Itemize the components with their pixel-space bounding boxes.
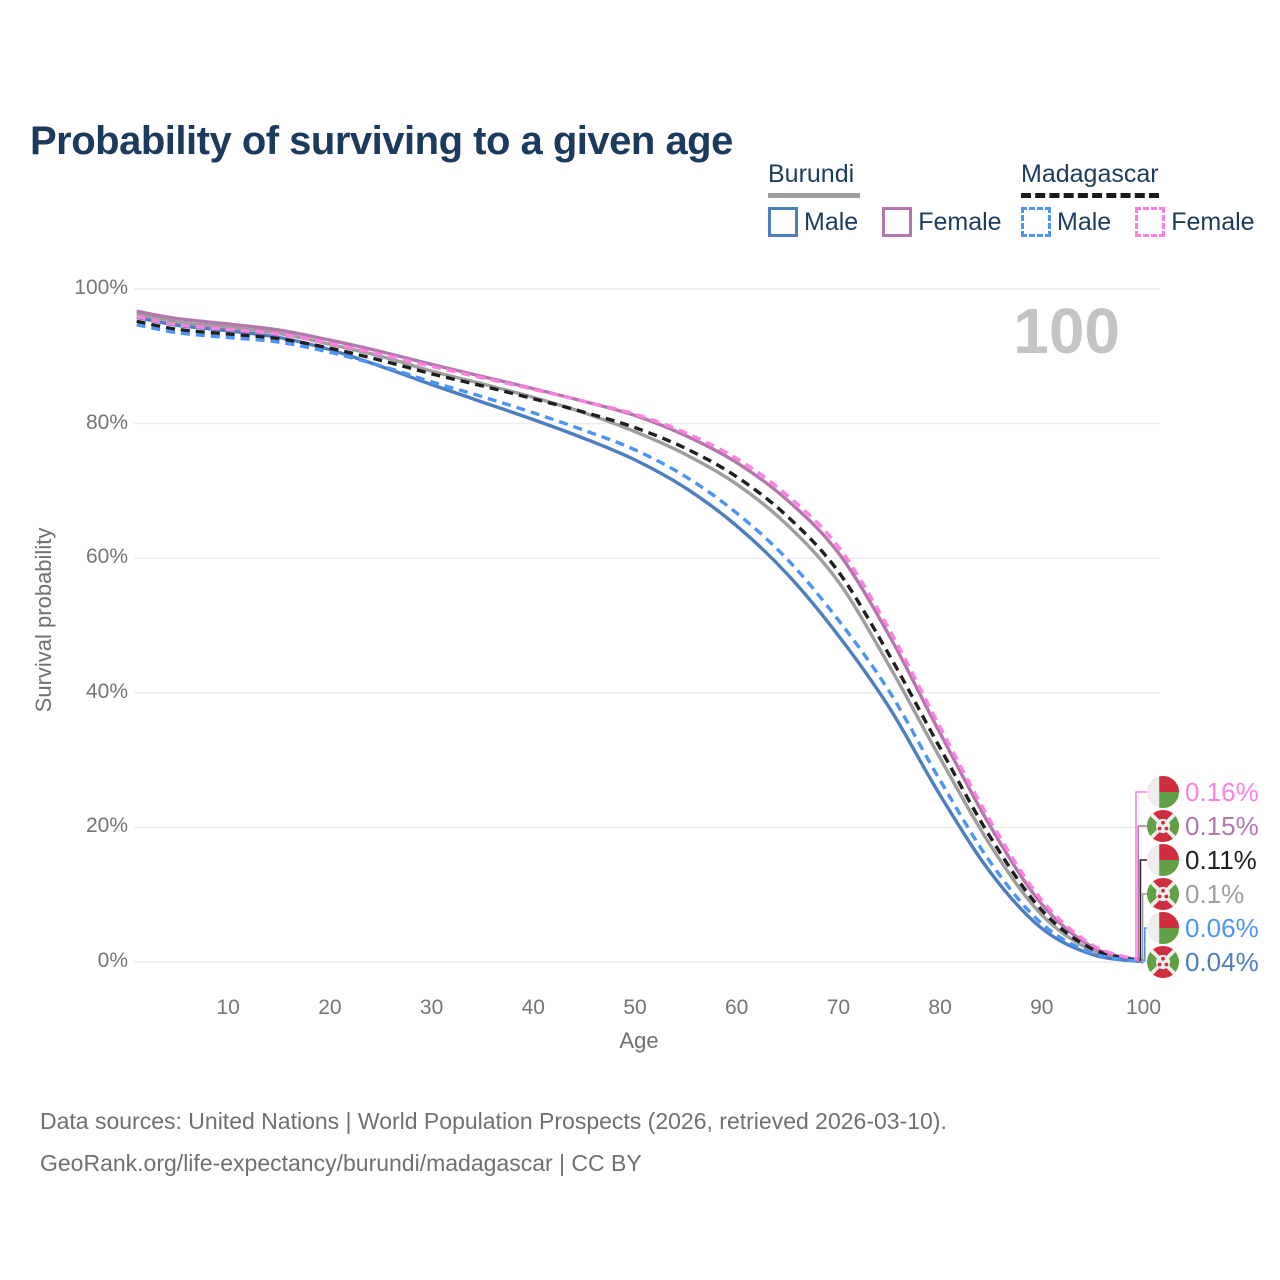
legend-group-burundi: Burundi Male Female (768, 160, 1002, 237)
burundi-male-swatch-icon[interactable] (768, 207, 798, 237)
burundi-flag-icon (1146, 809, 1180, 843)
legend-solid-line-sample (768, 193, 860, 198)
leader-line-madagascar_total (1139, 859, 1147, 962)
end-label-madagascar-female: 0.16% (1146, 774, 1259, 810)
end-label-burundi-male: 0.04% (1146, 944, 1259, 980)
series-line-madagascar_total (136, 319, 1144, 963)
x-axis-title: Age (619, 1028, 659, 1053)
madagascar-flag-icon (1146, 775, 1180, 809)
end-label-value: 0.15% (1185, 810, 1259, 841)
x-tick-10: 10 (216, 996, 240, 1019)
burundi-female-swatch-icon[interactable] (882, 207, 913, 237)
legend-header-madagascar: Madagascar (1021, 160, 1159, 188)
attribution-note: GeoRank.org/life-expectancy/burundi/mada… (40, 1150, 642, 1176)
legend-item-burundi-female[interactable]: Female (882, 207, 1002, 237)
legend-item-madagascar-female[interactable]: Female (1135, 207, 1255, 237)
y-tick-0%: 0% (97, 949, 128, 972)
end-label-madagascar-total: 0.11% (1146, 842, 1257, 878)
end-label-value: 0.11% (1185, 844, 1257, 875)
y-tick-80%: 80% (85, 410, 128, 434)
y-axis-title: Survival probability (31, 527, 56, 713)
leader-line-madagascar_female (1135, 791, 1147, 961)
x-tick-70: 70 (826, 996, 851, 1019)
madagascar-male-swatch-icon[interactable] (1021, 207, 1051, 237)
legend-header-burundi: Burundi (768, 160, 855, 188)
end-label-value: 0.16% (1185, 776, 1259, 807)
leader-line-madagascar_male (1144, 927, 1147, 962)
y-tick-20%: 20% (85, 814, 128, 838)
legend-dashed-line-sample (1021, 193, 1159, 198)
end-label-value: 0.06% (1185, 912, 1259, 943)
page-title: Probability of surviving to a given age (30, 118, 733, 163)
legend-item-label: Female (918, 207, 1002, 236)
series-line-burundi_female (136, 309, 1144, 963)
x-tick-40: 40 (521, 996, 545, 1019)
x-tick-100: 100 (1125, 996, 1162, 1019)
madagascar-flag-icon (1146, 843, 1180, 877)
x-tick-20: 20 (318, 996, 342, 1019)
leader-line-burundi_total (1141, 893, 1147, 962)
x-tick-90: 90 (1030, 996, 1054, 1019)
legend-group-madagascar: Madagascar Male Female (1021, 160, 1255, 237)
end-label-value: 0.04% (1185, 946, 1259, 977)
y-tick-100%: 100% (74, 276, 128, 299)
age-counter-annotation: 100 (1013, 295, 1120, 367)
x-tick-30: 30 (419, 996, 444, 1019)
madagascar-female-swatch-icon[interactable] (1135, 207, 1166, 237)
leader-line-burundi_female (1137, 825, 1147, 961)
legend-item-madagascar-male[interactable]: Male (1021, 207, 1111, 237)
madagascar-flag-icon (1146, 911, 1180, 945)
legend-item-label: Female (1171, 207, 1255, 236)
x-tick-60: 60 (725, 996, 749, 1019)
end-label-burundi-total: 0.1% (1146, 876, 1244, 912)
x-tick-80: 80 (928, 996, 952, 1019)
end-label-value: 0.1% (1185, 878, 1245, 909)
y-tick-40%: 40% (85, 679, 128, 703)
burundi-flag-icon (1146, 877, 1180, 911)
series-line-madagascar_male (136, 323, 1144, 964)
end-label-madagascar-male: 0.06% (1146, 910, 1259, 946)
legend-item-burundi-male[interactable]: Male (768, 207, 858, 237)
legend-item-label: Male (804, 207, 859, 236)
series-line-madagascar_female (136, 314, 1144, 963)
x-tick-50: 50 (623, 996, 647, 1019)
y-tick-60%: 60% (85, 545, 128, 569)
data-source-note: Data sources: United Nations | World Pop… (40, 1108, 947, 1134)
burundi-flag-icon (1146, 945, 1180, 979)
legend-item-label: Male (1057, 207, 1112, 236)
end-label-burundi-female: 0.15% (1146, 808, 1259, 844)
